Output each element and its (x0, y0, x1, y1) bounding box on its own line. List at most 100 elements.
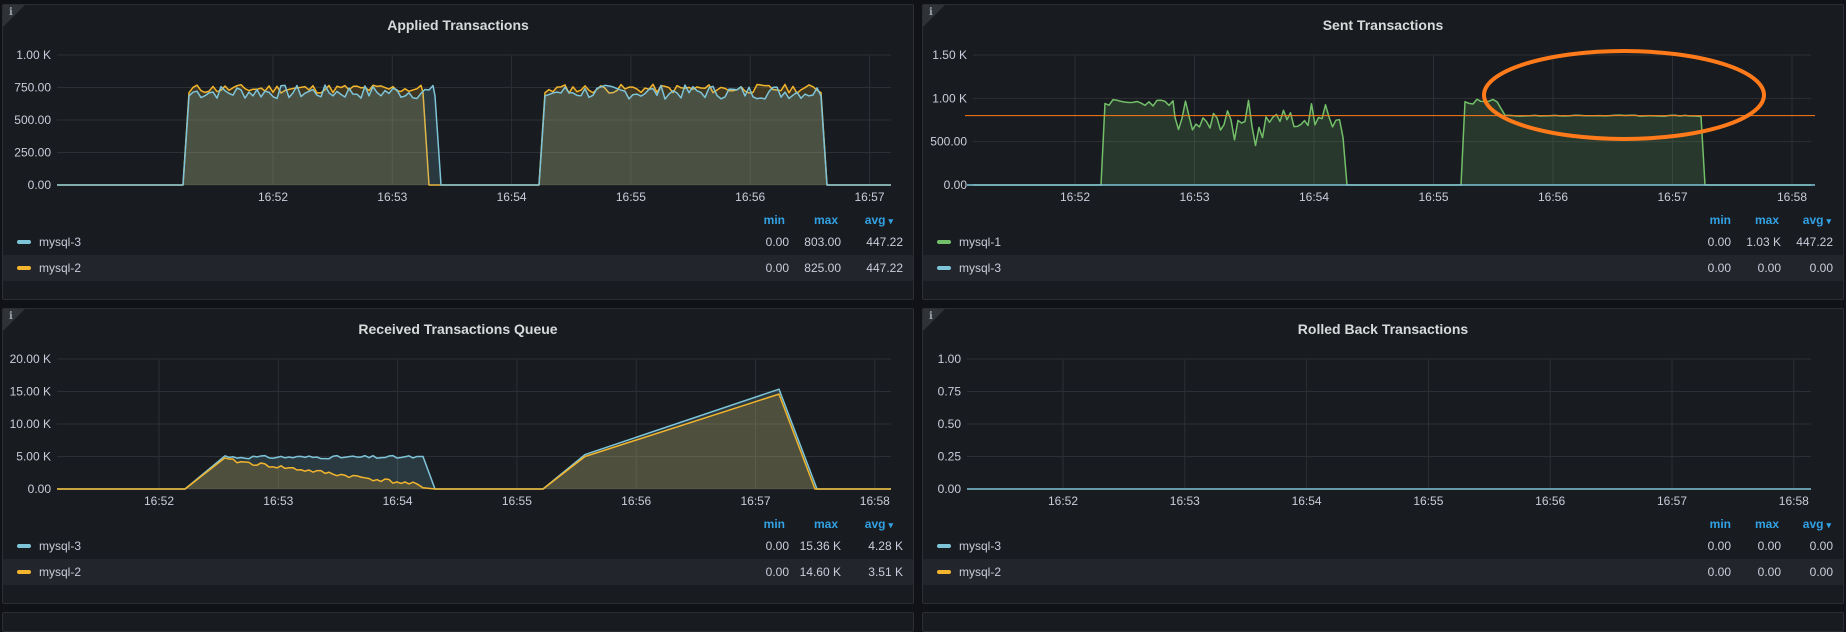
chart-axes: 0.00 5.00 K 10.00 K 15.00 K 20.00 K 16:52 16:5… (10, 352, 891, 508)
legend-max: 1.03 K (1746, 235, 1781, 249)
legend-row[interactable]: mysql-3 0.00 15.36 K 4.28 K (3, 533, 913, 559)
chevron-down-icon: ▾ (1826, 216, 1831, 226)
legend-header-min[interactable]: min (763, 213, 785, 227)
legend-header-avg[interactable]: avg ▾ (864, 517, 893, 531)
panel-below-partial (2, 612, 914, 632)
y-tick-label: 0.00 (28, 178, 52, 192)
legend-swatch[interactable] (17, 544, 31, 548)
x-tick-label: 16:58 (1779, 494, 1809, 508)
panel-info-corner[interactable] (923, 309, 945, 331)
panel-received-transactions-queue[interactable]: i Received Transactions Queue 0.00 5.00 K… (2, 308, 914, 604)
legend-header-avg[interactable]: avg ▾ (864, 213, 893, 227)
panel-title[interactable]: Received Transactions Queue (358, 321, 558, 337)
chart-rolled-back-transactions[interactable]: 0.00 0.25 0.50 0.75 1.00 16:52 16:53 16:54 16:55… (923, 309, 1844, 519)
x-tick-label: 16:52 (258, 190, 288, 204)
legend-swatch[interactable] (937, 570, 951, 574)
x-tick-label: 16:57 (1657, 494, 1687, 508)
legend-avg: 447.22 (866, 235, 903, 249)
legend-series-name[interactable]: mysql-3 (39, 539, 82, 553)
panel-title[interactable]: Applied Transactions (387, 17, 529, 33)
legend-swatch[interactable] (937, 240, 951, 244)
x-tick-label: 16:54 (497, 190, 527, 204)
legend-header-avg[interactable]: avg ▾ (1802, 213, 1831, 227)
legend-avg: 447.22 (866, 261, 903, 275)
legend-row[interactable]: mysql-2 0.00 14.60 K 3.51 K (3, 559, 913, 585)
legend-row[interactable]: mysql-1 0.00 1.03 K 447.22 (923, 229, 1843, 255)
y-tick-label: 1.00 K (16, 48, 51, 62)
legend-avg: 0.00 (1809, 565, 1833, 579)
legend-row[interactable]: mysql-3 0.00 803.00 447.22 (3, 229, 913, 255)
legend-row[interactable]: mysql-2 0.00 825.00 447.22 (3, 255, 913, 281)
y-tick-label: 20.00 K (10, 352, 51, 366)
legend-header-min[interactable]: min (1709, 517, 1731, 531)
legend-series-name[interactable]: mysql-2 (959, 565, 1002, 579)
legend-swatch[interactable] (17, 570, 31, 574)
panel-below-partial (922, 612, 1844, 632)
legend-swatch[interactable] (17, 266, 31, 270)
series-mysql-1-area (973, 99, 1811, 185)
legend-header-min[interactable]: min (1709, 213, 1731, 227)
panel-title[interactable]: Rolled Back Transactions (1297, 321, 1469, 337)
legend-series-name[interactable]: mysql-3 (959, 261, 1002, 275)
x-tick-label: 16:53 (377, 190, 407, 204)
chart-applied-transactions[interactable]: 0.00 250.00 500.00 750.00 1.00 K 16:52 16:53 16… (3, 5, 914, 215)
legend-table: min max avg ▾ mysql-3 0.00 803.00 447.22 … (3, 213, 913, 299)
x-tick-label: 16:55 (502, 494, 532, 508)
legend-header-max[interactable]: max (1754, 517, 1779, 531)
chevron-down-icon: ▾ (888, 216, 893, 226)
y-tick-label: 0.75 (938, 385, 962, 399)
legend-swatch[interactable] (937, 266, 951, 270)
chart-sent-transactions[interactable]: 0.00 500.00 1.00 K 1.50 K 16:52 16:53 16:54 16:… (923, 5, 1844, 215)
y-tick-label: 10.00 K (10, 417, 51, 431)
legend-swatch[interactable] (17, 240, 31, 244)
chart-axes: 0.00 250.00 500.00 750.00 1.00 K 16:52 16:53 16… (14, 48, 891, 204)
legend-series-name[interactable]: mysql-2 (39, 565, 82, 579)
panel-title[interactable]: Sent Transactions (1322, 17, 1444, 33)
info-icon[interactable]: i (9, 311, 13, 322)
legend-min: 0.00 (765, 261, 789, 275)
legend-header-max[interactable]: max (813, 517, 838, 531)
panel-sent-transactions[interactable]: i Sent Transactions 0.00 500.00 1.00 K 1.50… (922, 4, 1844, 300)
annotation-ellipse (1482, 49, 1766, 141)
x-tick-label: 16:55 (1413, 494, 1443, 508)
legend-max: 825.00 (804, 261, 841, 275)
x-tick-label: 16:54 (1292, 494, 1322, 508)
legend-max: 14.60 K (799, 565, 841, 579)
x-tick-label: 16:56 (1538, 190, 1568, 204)
legend-table: min max avg ▾ mysql-3 0.00 15.36 K 4.28 K… (3, 517, 913, 603)
chart-axes: 0.00 0.25 0.50 0.75 1.00 16:52 16:53 16:54 16:55… (938, 352, 1811, 508)
legend-row[interactable]: mysql-3 0.00 0.00 0.00 (923, 533, 1843, 559)
x-tick-label: 16:56 (621, 494, 651, 508)
legend-row[interactable]: mysql-3 0.00 0.00 0.00 (923, 255, 1843, 281)
x-tick-label: 16:57 (740, 494, 770, 508)
legend-series-name[interactable]: mysql-1 (959, 235, 1002, 249)
legend-series-name[interactable]: mysql-3 (959, 539, 1002, 553)
legend-header-min[interactable]: min (763, 517, 785, 531)
legend-series-name[interactable]: mysql-3 (39, 235, 82, 249)
panel-info-corner[interactable] (3, 5, 25, 27)
legend-max: 0.00 (1757, 261, 1781, 275)
x-tick-label: 16:53 (263, 494, 293, 508)
panel-rolled-back-transactions[interactable]: i Rolled Back Transactions 0.00 0.25 0.50 0… (922, 308, 1844, 604)
y-tick-label: 0.00 (944, 178, 968, 192)
panel-applied-transactions[interactable]: i Applied Transactions 0.00 250.00 500.00 7… (2, 4, 914, 300)
info-icon[interactable]: i (9, 7, 13, 18)
panel-info-corner[interactable] (923, 5, 945, 27)
y-tick-label: 0.25 (938, 450, 962, 464)
x-tick-label: 16:55 (616, 190, 646, 204)
legend-header-max[interactable]: max (1754, 213, 1779, 227)
legend-min: 0.00 (1707, 565, 1731, 579)
chevron-down-icon: ▾ (1826, 520, 1831, 530)
info-icon[interactable]: i (929, 7, 933, 18)
legend-header-max[interactable]: max (813, 213, 838, 227)
legend-header-avg[interactable]: avg ▾ (1802, 517, 1831, 531)
x-tick-label: 16:58 (1777, 190, 1807, 204)
info-icon[interactable]: i (929, 311, 933, 322)
legend-min: 0.00 (765, 539, 789, 553)
legend-series-name[interactable]: mysql-2 (39, 261, 82, 275)
chart-received-transactions-queue[interactable]: 0.00 5.00 K 10.00 K 15.00 K 20.00 K 16:52 16:5… (3, 309, 914, 519)
legend-row[interactable]: mysql-2 0.00 0.00 0.00 (923, 559, 1843, 585)
panel-info-corner[interactable] (3, 309, 25, 331)
legend-max: 15.36 K (799, 539, 841, 553)
legend-swatch[interactable] (937, 544, 951, 548)
